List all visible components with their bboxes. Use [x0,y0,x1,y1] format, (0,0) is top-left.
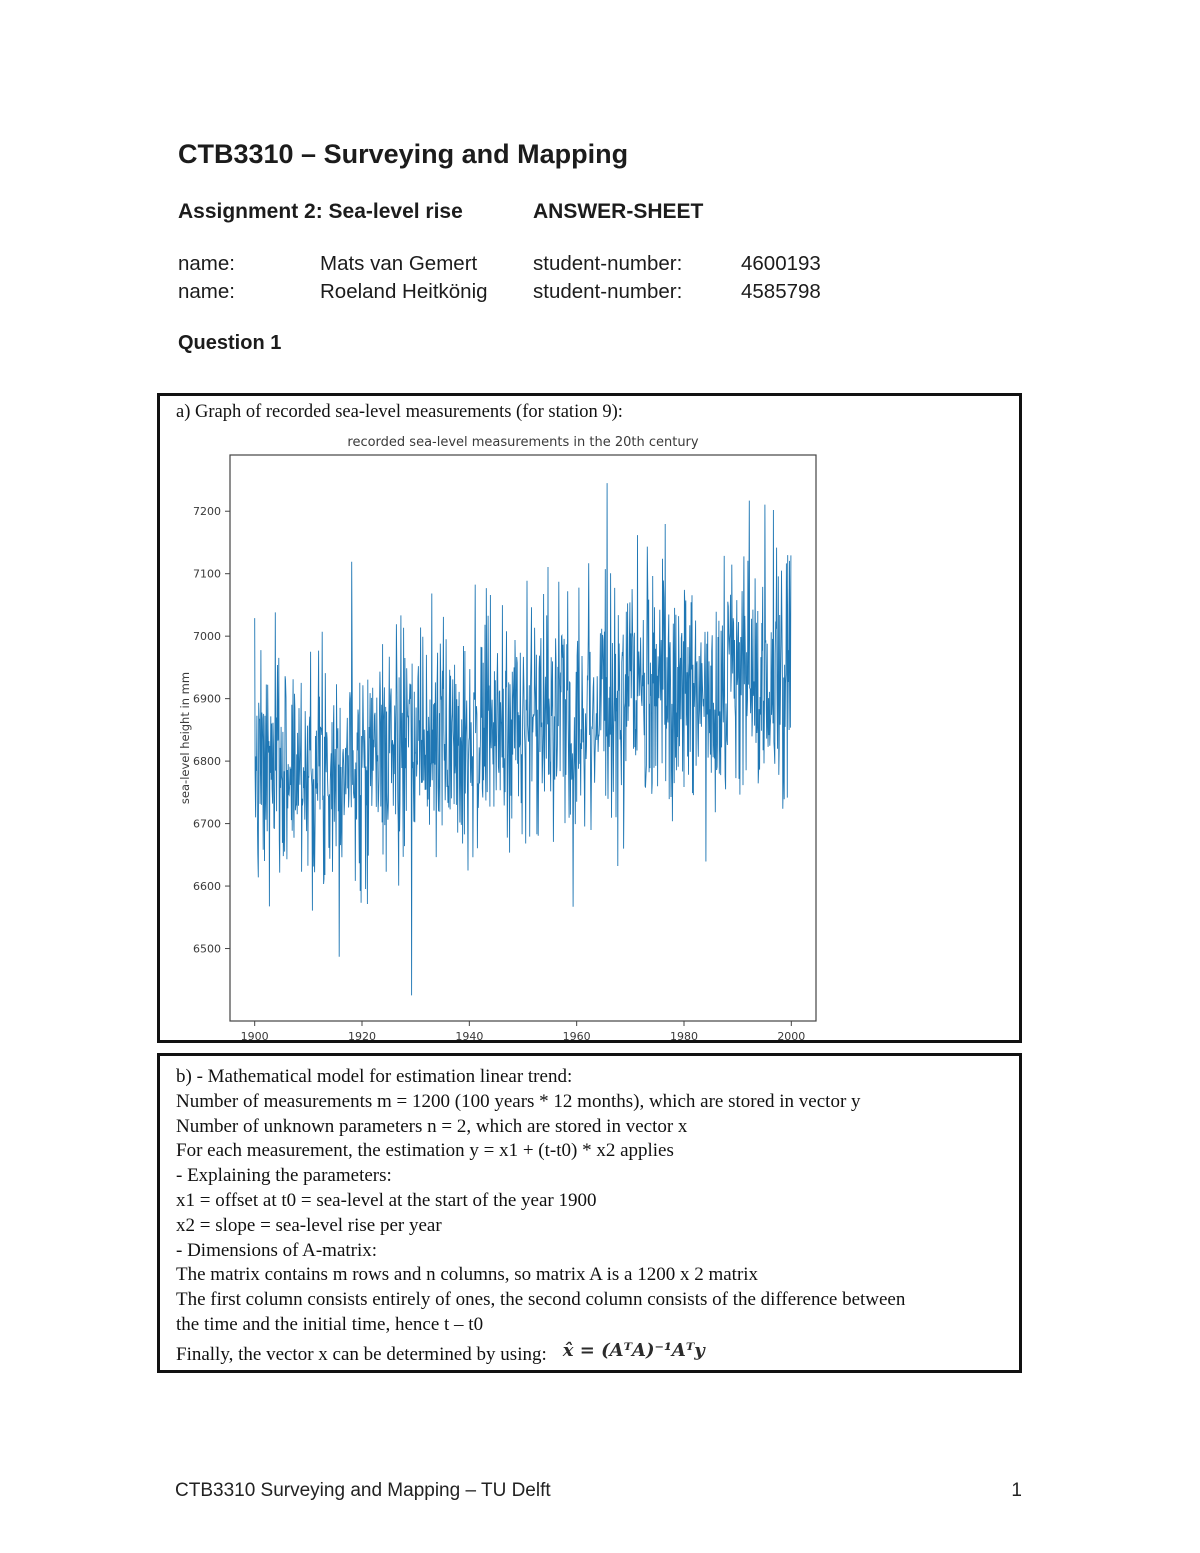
svg-text:7000: 7000 [193,630,221,643]
student-name: Mats van Gemert [320,252,478,275]
chart-caption: a) Graph of recorded sea-level measureme… [176,402,623,422]
answer-text-line: Finally, the vector x can be determined … [176,1340,1003,1368]
student-number-label: student-number: [533,252,683,275]
footer-text: CTB3310 Surveying and Mapping – TU Delft [175,1480,551,1501]
answer-text-line: - Dimensions of A-matrix: [176,1239,378,1261]
student-name: Roeland Heitkönig [320,280,488,303]
svg-text:6900: 6900 [193,693,221,706]
svg-text:1960: 1960 [563,1030,591,1043]
answer-box-b: b) - Mathematical model for estimation l… [157,1053,1022,1373]
sea-level-chart: recorded sea-level measurements in the 2… [178,435,817,1043]
svg-text:6500: 6500 [193,943,221,956]
svg-text:1940: 1940 [455,1030,483,1043]
student-number-label: student-number: [533,280,683,303]
student-number: 4585798 [741,280,821,303]
name-label: name: [178,280,235,303]
answer-text-line: x2 = slope = sea-level rise per year [176,1214,442,1236]
least-squares-formula: x̂ = (AᵀA)⁻¹Aᵀy [562,1339,705,1361]
svg-text:6800: 6800 [193,755,221,768]
svg-text:6600: 6600 [193,880,221,893]
svg-text:1980: 1980 [670,1030,698,1043]
svg-text:1900: 1900 [241,1030,269,1043]
answer-text-line: the time and the initial time, hence t –… [176,1313,484,1335]
page-title: CTB3310 – Surveying and Mapping [178,139,629,169]
student-number: 4600193 [741,252,821,275]
svg-text:7100: 7100 [193,568,221,581]
sea-level-series-line [254,483,792,996]
svg-text:2000: 2000 [777,1030,805,1043]
assignment-title: Assignment 2: Sea-level rise [178,200,463,223]
answer-text-line: For each measurement, the estimation y =… [176,1140,674,1162]
answer-box-a: a) Graph of recorded sea-level measureme… [157,393,1022,1043]
svg-text:7200: 7200 [193,505,221,518]
chart-y-axis-label: sea-level height in mm [178,672,192,804]
answer-text-line: - Explaining the parameters: [176,1165,392,1187]
plot-frame [229,454,817,1022]
name-label: name: [178,252,235,275]
chart-title: recorded sea-level measurements in the 2… [347,435,699,450]
chart-axis-ticks: 6500 6600 6700 6800 6900 7000 7100 7200 1900 1920… [193,505,805,1043]
svg-text:1920: 1920 [348,1030,376,1043]
footer-page-number: 1 [1011,1480,1022,1501]
formula-intro-text: Finally, the vector x can be determined … [176,1343,547,1365]
answer-text-line: The matrix contains m rows and n columns… [176,1264,759,1286]
answer-sheet-label: ANSWER-SHEET [533,200,704,223]
answer-text-line: Number of unknown parameters n = 2, whic… [176,1115,688,1137]
question-heading: Question 1 [178,332,282,354]
answer-text-line: The first column consists entirely of on… [176,1289,906,1311]
svg-text:6700: 6700 [193,818,221,831]
answer-text-line: Number of measurements m = 1200 (100 yea… [176,1090,861,1112]
answer-text-line: b) - Mathematical model for estimation l… [176,1066,573,1087]
answer-text-line: x1 = offset at t0 = sea-level at the sta… [176,1189,597,1211]
